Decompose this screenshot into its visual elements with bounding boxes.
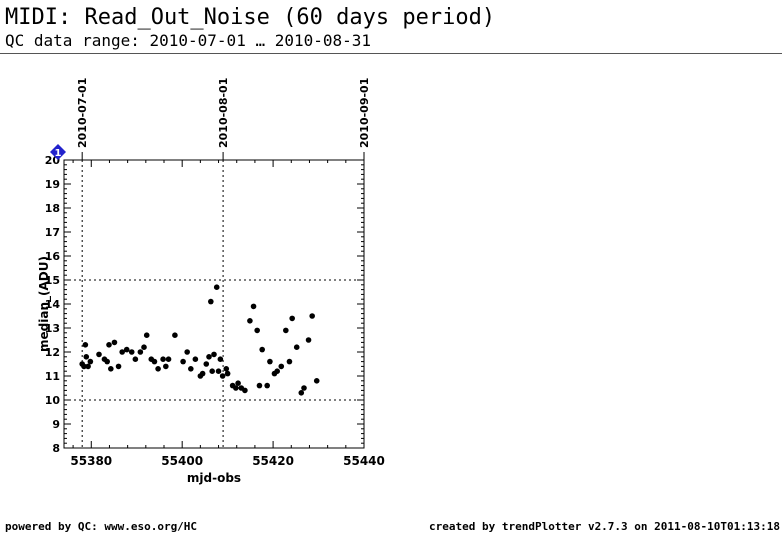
- data-point: [217, 356, 224, 363]
- y-tick-label: 16: [45, 250, 61, 263]
- x-tick-label: 55400: [161, 454, 203, 468]
- header-divider: [0, 53, 782, 54]
- data-point: [209, 368, 215, 375]
- data-point: [128, 349, 135, 355]
- data-point: [119, 349, 125, 355]
- data-point: [192, 356, 199, 363]
- y-tick-label: 14: [45, 298, 61, 311]
- data-point: [278, 363, 285, 370]
- y-tick-label: 15: [45, 274, 60, 287]
- y-tick-label: 10: [45, 394, 61, 407]
- data-point: [267, 358, 273, 365]
- data-point: [259, 346, 265, 353]
- y-axis-label: median_(ADU): [37, 256, 52, 352]
- data-point: [132, 356, 139, 363]
- data-point: [224, 370, 231, 377]
- data-point: [180, 358, 186, 365]
- data-point: [256, 382, 263, 389]
- data-point: [206, 354, 212, 360]
- data-point: [87, 358, 94, 365]
- data-point: [254, 327, 260, 334]
- y-tick-label: 18: [45, 202, 60, 215]
- footer-created-by: created by trendPlotter v2.7.3 on 2011-0…: [429, 520, 780, 533]
- data-point: [81, 363, 87, 370]
- data-point: [301, 385, 307, 391]
- data-point: [83, 354, 90, 360]
- data-point: [289, 315, 295, 322]
- data-point: [160, 356, 166, 363]
- y-tick-label: 11: [45, 370, 60, 383]
- data-point: [286, 358, 293, 365]
- data-point: [111, 339, 118, 346]
- data-point: [115, 363, 122, 370]
- data-point: [165, 356, 172, 363]
- data-point: [108, 366, 114, 372]
- data-point: [264, 382, 270, 389]
- data-point: [208, 298, 214, 305]
- data-point: [250, 303, 257, 310]
- data-point: [309, 313, 315, 319]
- info-marker-diamond: [50, 144, 66, 160]
- y-tick-label: 8: [52, 442, 60, 455]
- data-point: [274, 368, 280, 375]
- x-axis-label: mjd-obs: [187, 471, 241, 485]
- x-tick-label: 55380: [70, 454, 112, 468]
- data-point: [85, 363, 91, 370]
- page-subtitle: QC data range: 2010-07-01 … 2010-08-31: [5, 31, 372, 50]
- data-point: [215, 368, 222, 375]
- data-point: [96, 351, 102, 358]
- data-point: [137, 349, 144, 355]
- data-point: [283, 327, 289, 334]
- data-point: [233, 385, 239, 391]
- plot-frame: [63, 159, 365, 449]
- y-tick-label: 12: [45, 346, 60, 359]
- data-point: [223, 366, 230, 372]
- y-tick-label: 19: [45, 178, 60, 191]
- page-title: MIDI: Read_Out_Noise (60 days period): [5, 5, 496, 30]
- data-point: [141, 344, 147, 351]
- footer-powered-by: powered by QC: www.eso.org/HC: [5, 520, 198, 533]
- data-point: [211, 351, 217, 358]
- data-point: [199, 370, 206, 377]
- y-tick-label: 9: [52, 418, 60, 431]
- data-point: [313, 378, 320, 384]
- data-point: [219, 373, 226, 379]
- date-tick-label: 2010-08-01: [217, 78, 230, 148]
- data-point: [235, 380, 241, 387]
- chart-ticks: 2010-07-01 2010-08-01 2010-09-01 8 9 10 11 12 13…: [45, 78, 385, 468]
- data-point: [213, 284, 220, 291]
- data-point: [188, 366, 194, 372]
- chart-labels: mjd-obs median_(ADU): [37, 256, 241, 485]
- data-point: [242, 387, 248, 394]
- info-marker-label: 1: [55, 148, 62, 159]
- chart-points: [79, 284, 320, 396]
- data-point: [247, 318, 253, 324]
- x-tick-label: 55440: [343, 454, 385, 468]
- data-point: [143, 332, 150, 339]
- chart-grid: [64, 160, 365, 448]
- data-point: [298, 390, 305, 396]
- data-point: [104, 358, 110, 365]
- data-point: [184, 349, 190, 355]
- data-point: [163, 363, 169, 370]
- data-point: [82, 342, 89, 348]
- date-tick-label: 2010-07-01: [76, 78, 89, 148]
- data-point: [155, 366, 161, 372]
- data-point: [305, 337, 312, 343]
- y-tick-label: 17: [45, 226, 60, 239]
- data-point: [203, 361, 210, 367]
- info-marker-icon: 1: [50, 144, 66, 160]
- data-point: [293, 344, 300, 351]
- y-tick-label: 13: [45, 322, 60, 335]
- x-tick-label: 55420: [252, 454, 294, 468]
- data-point: [106, 342, 112, 348]
- data-point: [123, 346, 130, 353]
- data-point: [151, 358, 158, 365]
- date-tick-label: 2010-09-01: [358, 78, 371, 148]
- data-point: [172, 332, 178, 339]
